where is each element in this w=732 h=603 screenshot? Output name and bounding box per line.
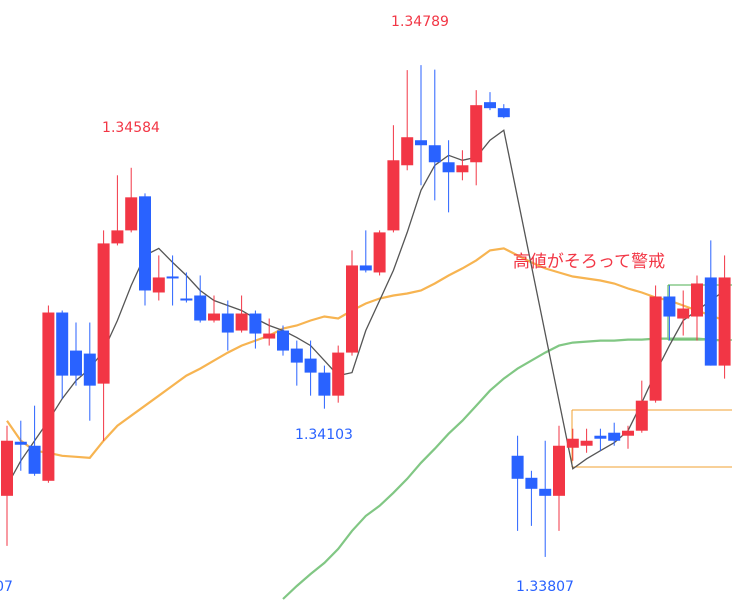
candle-body <box>553 445 565 496</box>
candle-body <box>718 277 731 366</box>
annotation: 1.34584 <box>102 120 160 136</box>
candle-body <box>83 353 96 386</box>
candle-body <box>221 313 234 333</box>
annotation: 高値がそろって警戒 <box>513 252 665 272</box>
candle-body <box>511 455 524 479</box>
candle-body <box>249 313 262 334</box>
candle-body <box>470 105 483 163</box>
candle-body <box>42 312 55 481</box>
candle-body <box>456 165 469 173</box>
annotation: 1.33807 <box>516 579 574 595</box>
candle-body <box>525 477 538 489</box>
candle-body <box>594 435 607 439</box>
candle-body <box>332 352 345 396</box>
candle-body <box>97 243 110 384</box>
candle-body <box>318 372 331 396</box>
candle-body <box>152 277 165 293</box>
candle-body <box>677 308 690 319</box>
candle-body <box>635 400 648 431</box>
candle-body <box>194 295 207 321</box>
candle-body <box>290 348 303 363</box>
candle-body <box>111 230 124 244</box>
candle-body <box>180 298 193 301</box>
moving-average <box>6 129 725 487</box>
candle-body <box>428 145 441 163</box>
candles <box>1 65 731 557</box>
candle-body <box>704 277 717 366</box>
candle-body <box>442 162 455 173</box>
candle-body <box>359 265 372 271</box>
annotation: 1.33807 <box>0 579 13 595</box>
candle-body <box>373 232 386 273</box>
candle-body <box>622 430 634 436</box>
candle-body <box>263 333 276 339</box>
candle-body <box>663 296 676 317</box>
candle-body <box>1 440 13 496</box>
candle-body <box>539 488 552 496</box>
candle-body <box>277 330 289 351</box>
annotation: 1.34103 <box>295 427 353 443</box>
candle-body <box>28 445 41 474</box>
candle-body <box>580 440 593 446</box>
annotations: 1.34789 1.34584 1.34103 1.33807 1.33807 高値がそろ… <box>0 14 665 595</box>
candle-body <box>387 160 400 231</box>
candle-body <box>56 312 69 376</box>
candle-body <box>304 358 317 373</box>
lines <box>6 129 725 600</box>
candle-body <box>497 108 510 118</box>
candle-body <box>401 137 414 166</box>
candle-body <box>208 313 220 321</box>
candle-body <box>139 196 151 291</box>
candle-body <box>235 313 248 331</box>
candle-body <box>608 432 621 441</box>
candle-body <box>415 140 427 146</box>
candle-body <box>691 283 703 317</box>
candle-body <box>125 197 138 231</box>
candle-body <box>566 438 579 448</box>
candle-body <box>346 265 358 353</box>
candle-body <box>14 441 27 445</box>
annotation: 1.34789 <box>391 14 449 30</box>
moving-average <box>6 247 725 459</box>
candle-body <box>484 102 496 109</box>
candle-body <box>649 296 662 401</box>
candle-body <box>70 350 82 376</box>
candle-body <box>166 276 179 279</box>
